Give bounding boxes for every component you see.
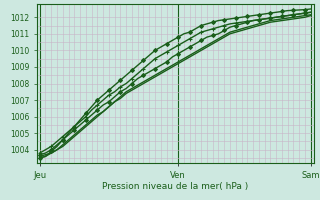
X-axis label: Pression niveau de la mer( hPa ): Pression niveau de la mer( hPa ) <box>102 182 248 191</box>
